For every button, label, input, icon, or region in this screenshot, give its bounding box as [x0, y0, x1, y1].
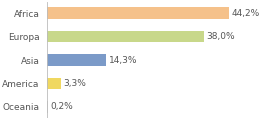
- Text: 14,3%: 14,3%: [109, 55, 137, 65]
- Bar: [47, 31, 204, 42]
- Text: 3,3%: 3,3%: [63, 79, 86, 88]
- Bar: [47, 78, 61, 89]
- Text: 38,0%: 38,0%: [206, 32, 235, 41]
- Bar: [47, 101, 48, 113]
- Text: 44,2%: 44,2%: [232, 9, 260, 18]
- Bar: [47, 54, 106, 66]
- Bar: [47, 7, 229, 19]
- Text: 0,2%: 0,2%: [50, 102, 73, 111]
